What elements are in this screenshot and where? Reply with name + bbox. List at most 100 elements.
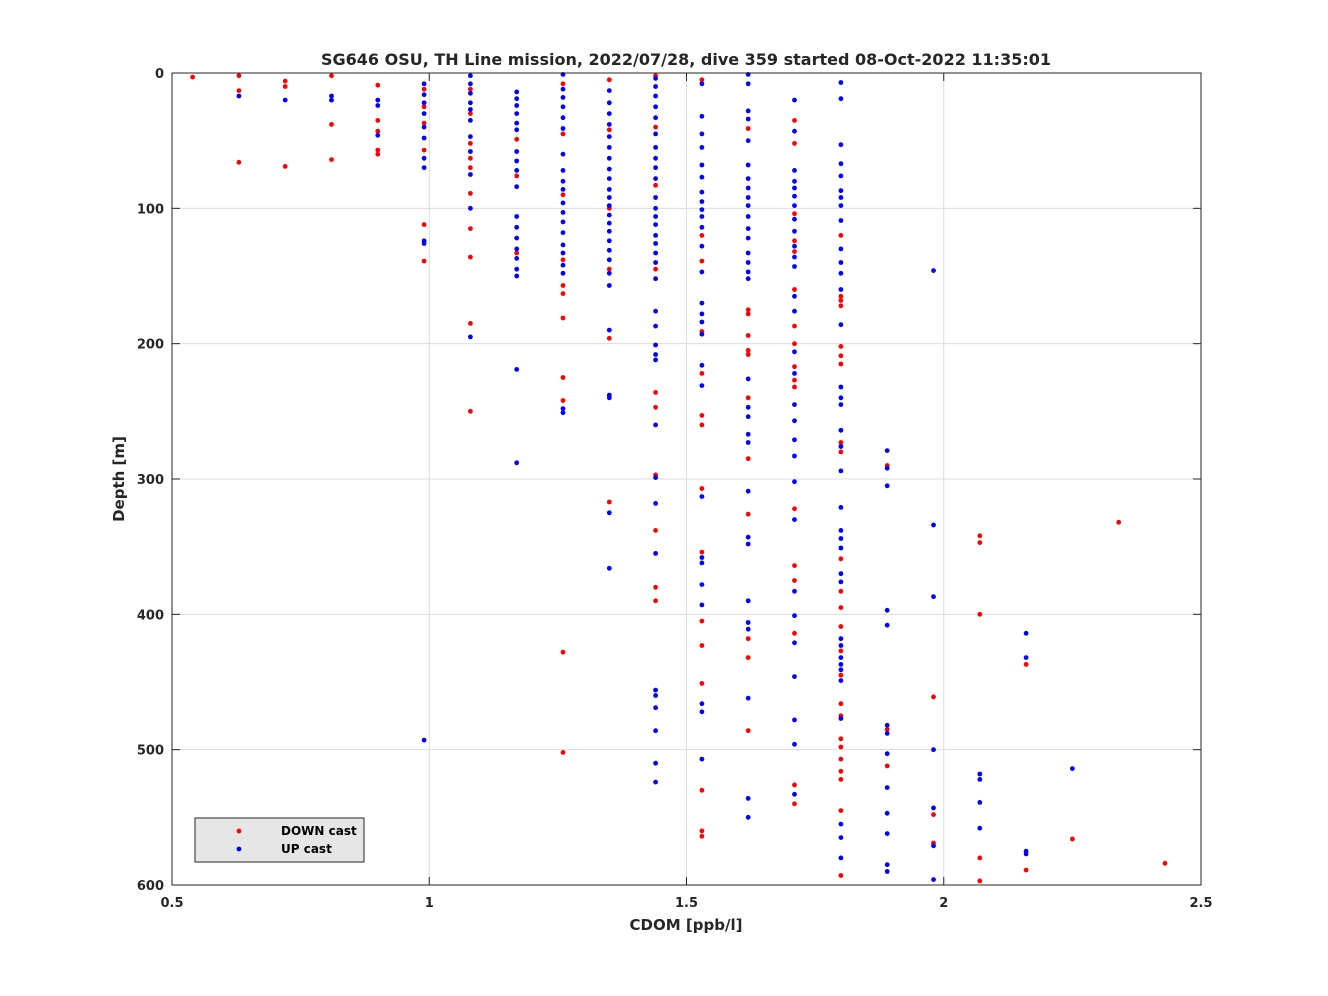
data-point [884,483,890,489]
data-point [514,246,520,252]
data-point [653,195,658,200]
data-point [514,214,520,219]
data-point [329,122,334,127]
data-point [838,293,844,299]
data-point [514,235,520,241]
data-point [792,203,797,209]
data-point [792,371,797,376]
data-point [792,563,797,568]
data-point [838,873,844,878]
data-point [653,266,658,272]
tick-labels: 0.5 1 1.5 2 2.5 0 100 200 300 400 500 600 [137,67,1213,911]
data-point [560,242,566,248]
data-point [560,151,566,157]
data-point [792,517,797,522]
data-point [745,598,751,604]
data-point [792,630,797,636]
data-point [1116,519,1122,525]
y-tick-label: 200 [137,338,164,353]
data-point [421,165,427,171]
data-point [514,120,520,126]
data-point [838,571,844,577]
data-point [1070,836,1075,842]
data-point [792,264,797,269]
data-point [468,141,473,146]
data-point [838,716,844,721]
data-point [653,308,658,314]
data-point [653,422,658,428]
data-point [653,598,658,604]
data-point [977,611,983,617]
data-point [838,440,844,445]
data-point [838,287,844,292]
data-point [468,408,473,414]
data-point [838,667,844,673]
x-tick-label: 2.5 [1189,896,1212,911]
data-point [792,384,797,390]
data-point [792,323,797,329]
data-point [699,319,705,325]
data-point [792,141,797,146]
y-tick-label: 400 [137,608,164,623]
data-point [421,258,427,264]
data-point [653,687,658,693]
data-point [792,506,797,512]
data-point [514,460,520,466]
data-point [931,594,936,600]
data-point [606,220,612,226]
data-point [792,178,797,184]
grid [171,72,1202,886]
data-point [606,270,612,276]
data-point [699,269,705,275]
data-point [514,136,520,142]
data-point [838,427,844,433]
data-point [653,104,658,110]
data-point [792,791,797,797]
data-point [421,100,427,106]
data-point [190,74,196,80]
data-point [560,219,566,225]
data-point [838,768,844,774]
data-point [653,501,658,506]
data-point [745,626,751,632]
data-point [977,533,983,539]
data-point [884,862,890,868]
data-point [560,178,566,184]
data-point [792,341,797,347]
data-point [838,556,844,562]
data-point [699,618,705,624]
data-point [699,549,705,555]
data-point [653,528,658,533]
data-point [699,214,705,219]
data-point [838,402,844,407]
data-point [838,605,844,610]
data-point [838,353,844,359]
data-point [838,344,844,349]
data-point [606,145,612,150]
data-point [699,383,705,388]
data-point [884,607,890,613]
data-point [606,266,612,272]
data-point [792,418,797,424]
data-point [838,505,844,510]
data-point [792,193,797,199]
data-point [745,431,751,437]
data-point [514,158,520,164]
data-point [699,174,705,180]
data-point [745,126,751,131]
data-point [560,315,566,321]
data-point [606,247,612,253]
data-point [699,582,705,587]
data-point [560,126,566,131]
data-point [329,73,334,79]
data-point [468,172,473,177]
data-point [931,843,936,849]
data-point [838,662,844,667]
data-point [792,717,797,723]
data-point [375,118,381,123]
data-point [699,331,705,337]
data-point [792,254,797,260]
data-point [838,395,844,401]
data-point [236,88,242,93]
data-point [653,241,658,246]
